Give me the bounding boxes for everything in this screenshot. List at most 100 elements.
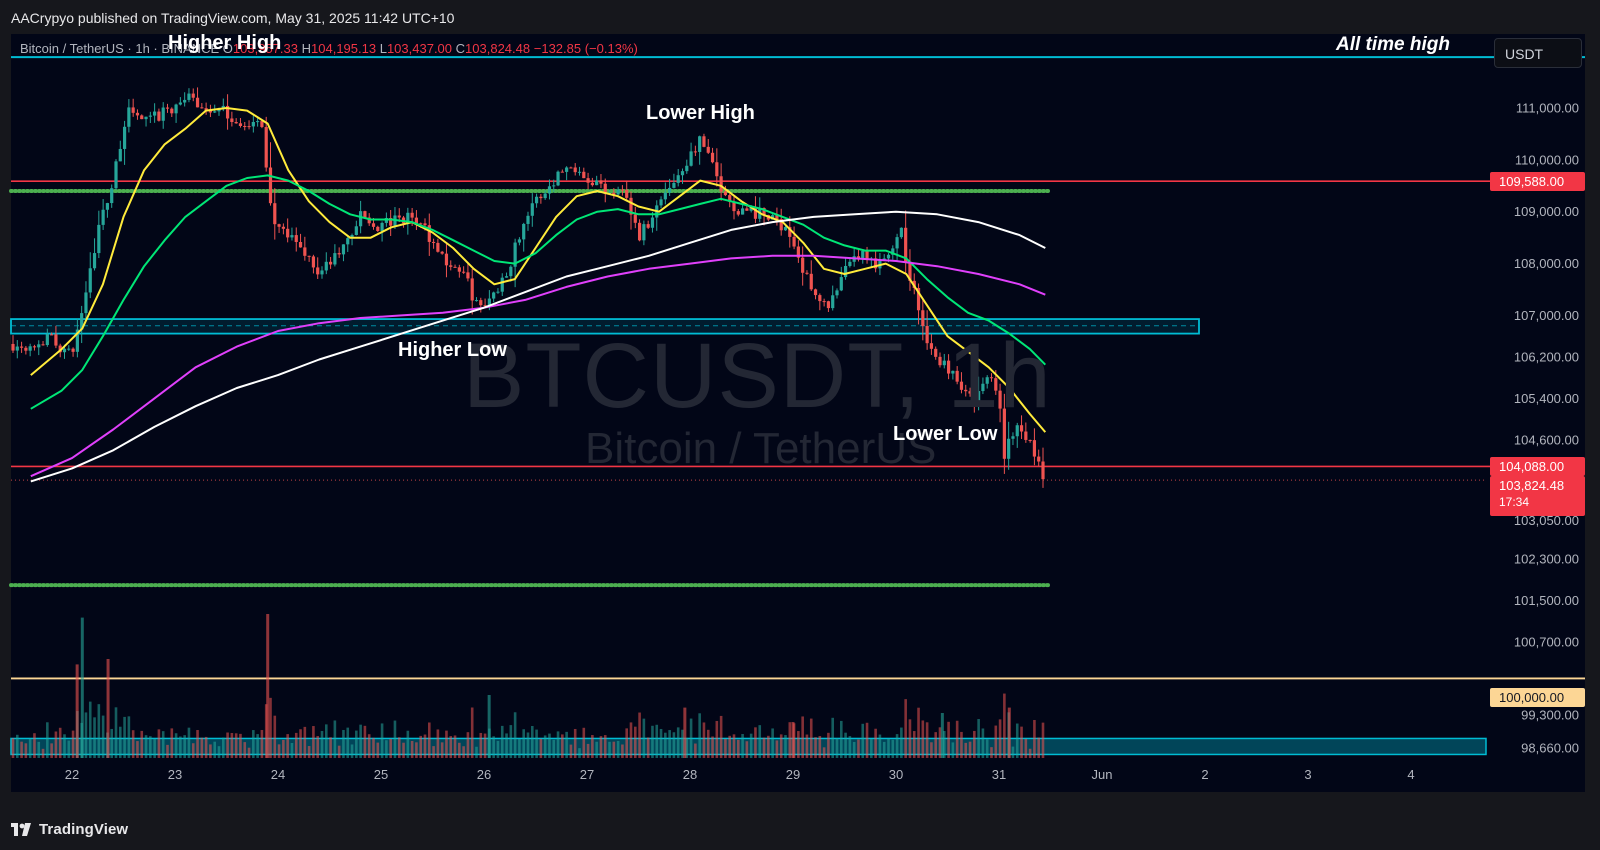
volume-bar	[239, 733, 242, 758]
watermark-name: Bitcoin / TetherUS	[585, 424, 937, 473]
time-ticks: 22 23 24 25 26 27 28 29 30 31 Jun 2 3 4	[65, 767, 1415, 782]
candle	[474, 300, 479, 302]
volume-bar	[522, 729, 526, 758]
volume-bar	[809, 718, 813, 758]
volume-bar	[818, 735, 822, 758]
volume-bar	[955, 720, 959, 758]
candle	[689, 151, 693, 166]
volume-bar	[625, 728, 629, 758]
candle	[934, 348, 938, 357]
candle	[783, 227, 788, 231]
volume-bar	[509, 725, 513, 758]
candle	[453, 266, 457, 268]
tradingview-logo[interactable]: TradingView	[11, 821, 128, 838]
volume-bar	[552, 739, 556, 758]
volume-bar	[307, 746, 311, 758]
candle	[298, 241, 303, 248]
volume-bar	[316, 736, 320, 758]
legend-high: 104,195.13	[311, 41, 377, 56]
candle	[964, 389, 968, 392]
candle	[899, 227, 903, 238]
volume-bar	[303, 726, 307, 758]
candle	[710, 152, 715, 163]
volume-bar	[286, 734, 289, 758]
volume-bar	[505, 733, 508, 758]
candle	[153, 111, 157, 116]
candle	[822, 301, 826, 303]
volume-bar	[801, 716, 804, 758]
candle	[410, 212, 414, 218]
volume-bar	[423, 734, 427, 758]
candle	[895, 237, 899, 249]
candle	[994, 378, 998, 391]
volume-bar	[912, 731, 916, 758]
price-chart[interactable]: 111,000.00 110,000.00 109,000.00 108,000.00…	[0, 34, 1600, 810]
candle	[187, 93, 191, 100]
candle	[534, 196, 539, 204]
volume-bar	[930, 742, 933, 758]
candle	[487, 298, 491, 307]
chart-area[interactable]: 111,000.00 110,000.00 109,000.00 108,000.00…	[0, 32, 1600, 810]
annotation-lower-high: Lower High	[646, 102, 755, 124]
time-tick-label: 28	[683, 767, 697, 782]
price-tick-label: 109,000.00	[1514, 204, 1579, 219]
volume-bar	[791, 722, 795, 758]
volume-bar	[895, 734, 899, 758]
candle	[170, 108, 174, 114]
candle	[509, 266, 513, 277]
volume-bar	[161, 731, 165, 758]
currency-selector[interactable]: USDT	[1494, 38, 1582, 68]
candle	[788, 227, 792, 237]
volume-bar	[475, 746, 478, 758]
candle	[105, 203, 110, 210]
volume-bar	[170, 728, 174, 758]
legend-low: 103,437.00	[386, 41, 453, 56]
volume-bar	[410, 740, 414, 758]
volume-bar	[561, 734, 564, 758]
volume-bar	[226, 732, 229, 758]
volume-bar	[282, 739, 285, 758]
price-scale[interactable]	[1486, 34, 1585, 792]
candle	[702, 136, 706, 147]
candle	[753, 207, 758, 219]
volume-bar	[848, 736, 852, 758]
candle	[92, 253, 97, 269]
volume-bar	[968, 741, 972, 758]
price-tick-label: 99,300.00	[1521, 707, 1579, 722]
legend-close: 103,824.48	[465, 41, 531, 56]
volume-bar	[921, 720, 925, 758]
tradingview-brand: TradingView	[39, 821, 129, 838]
volume-bar	[54, 731, 58, 758]
time-tick-label: 22	[65, 767, 79, 782]
volume-bar	[449, 736, 453, 758]
candle	[543, 193, 547, 199]
time-tick-label: 3	[1304, 767, 1311, 782]
candle	[290, 235, 294, 238]
volume-bar	[28, 738, 32, 758]
time-axis[interactable]	[11, 758, 1585, 792]
candle	[436, 242, 440, 252]
candle	[904, 227, 908, 262]
candle	[286, 228, 290, 238]
candle	[835, 290, 839, 296]
volume-bar	[324, 724, 328, 758]
annotation-lower-low: Lower Low	[893, 423, 998, 445]
volume-bar	[664, 732, 667, 758]
candle	[959, 381, 964, 390]
volume-bar	[389, 738, 392, 758]
candle	[346, 238, 350, 245]
candle	[530, 203, 534, 216]
candle	[333, 253, 337, 265]
volume-bar	[118, 726, 122, 758]
candle	[110, 188, 114, 204]
volume-bar	[483, 733, 487, 758]
volume-bar	[724, 738, 727, 758]
volume-bar	[71, 730, 75, 758]
round-number-badge: 100,000.00	[1490, 688, 1585, 707]
candle	[522, 223, 526, 240]
volume-bar	[131, 730, 135, 758]
volume-bar	[633, 726, 637, 758]
volume-bar	[595, 741, 598, 758]
time-tick-label: Jun	[1092, 767, 1113, 782]
volume-bar	[11, 738, 15, 758]
